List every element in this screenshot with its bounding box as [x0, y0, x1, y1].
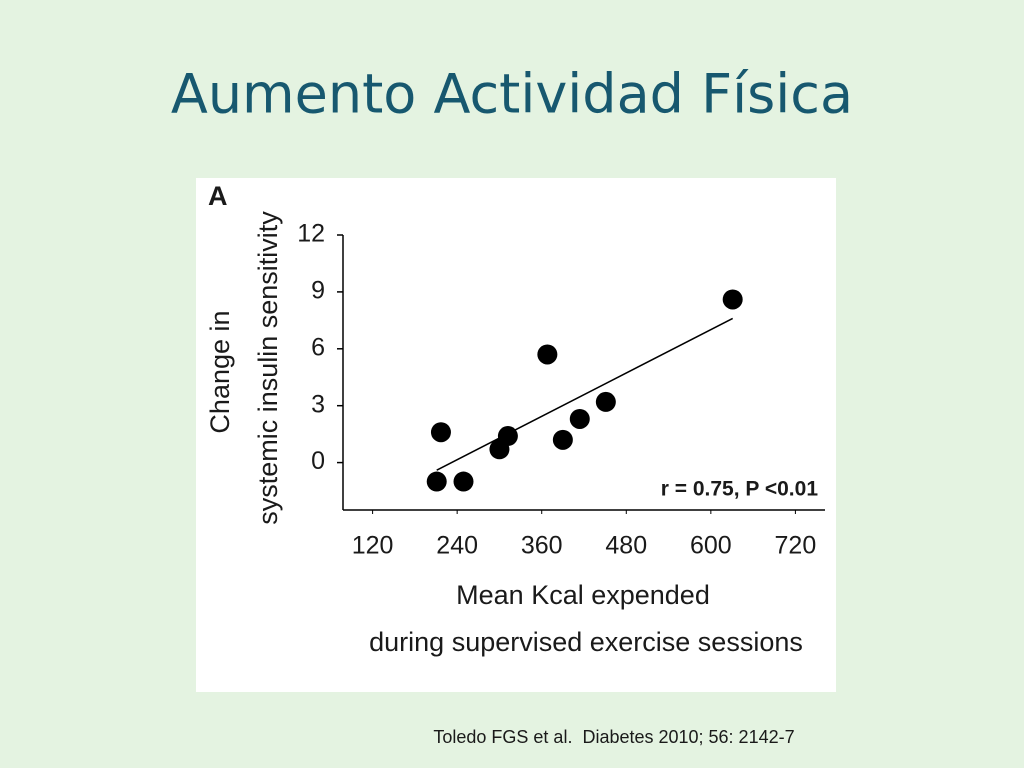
data-point	[426, 471, 447, 492]
data-point	[552, 429, 573, 450]
data-point	[569, 408, 590, 429]
plot-area: 0 3 6 9 12 120 240 360 480 600 720	[297, 220, 825, 560]
x-tick-label: 720	[775, 532, 817, 560]
y-tick-label: 12	[297, 220, 325, 248]
x-tick-label: 480	[605, 532, 647, 560]
panel-label: A	[208, 181, 228, 211]
y-tick-label: 6	[311, 333, 325, 361]
slide-title: Aumento Actividad Física	[171, 63, 853, 126]
data-point	[595, 391, 616, 412]
data-point	[453, 471, 474, 492]
x-axis-label: during supervised exercise sessions	[369, 627, 803, 657]
x-axis-label: Mean Kcal expended	[456, 580, 710, 610]
y-tick-label: 3	[311, 390, 325, 418]
x-tick-label: 120	[352, 532, 394, 560]
x-tick-label: 600	[690, 532, 732, 560]
data-point	[430, 422, 451, 443]
data-point	[537, 344, 558, 365]
y-axis-label: Change in	[205, 310, 235, 433]
citation: Toledo FGS et al. Diabetes 2010; 56: 214…	[433, 727, 794, 747]
y-axis-label: systemic insulin sensitivity	[253, 211, 283, 525]
x-tick-label: 240	[436, 532, 478, 560]
annotation: r = 0.75, P <0.01	[661, 478, 819, 501]
data-point	[497, 426, 518, 447]
data-point	[722, 289, 743, 310]
y-tick-label: 0	[311, 447, 325, 475]
trend-line	[436, 317, 734, 471]
y-tick-label: 9	[311, 277, 325, 305]
x-tick-label: 360	[521, 532, 563, 560]
